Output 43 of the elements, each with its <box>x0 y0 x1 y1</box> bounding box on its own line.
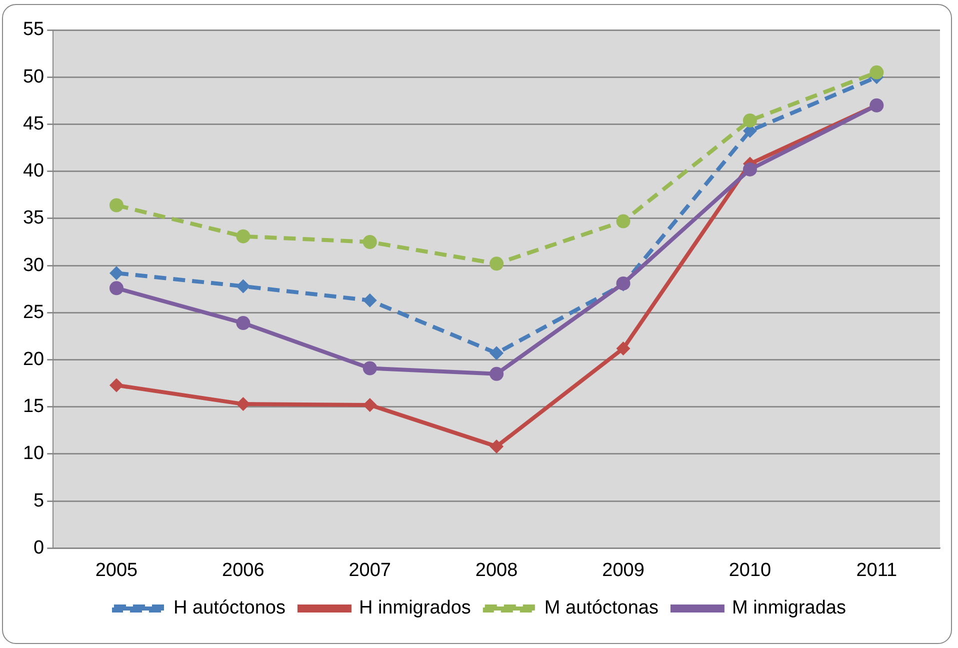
y-tick-label: 0 <box>34 537 44 558</box>
point <box>109 198 124 212</box>
point <box>109 266 124 280</box>
x-tick-label: 2011 <box>856 560 898 581</box>
point <box>362 234 377 249</box>
x-tick-label: 2009 <box>602 560 644 581</box>
y-tick-label: 20 <box>22 349 44 370</box>
y-tick-label: 25 <box>22 302 44 323</box>
point <box>236 397 250 412</box>
y-tick-label: 35 <box>22 208 44 229</box>
y-tick-label: 15 <box>22 396 44 418</box>
point <box>362 293 377 308</box>
point <box>109 378 124 392</box>
x-tick-label: 2007 <box>348 560 392 581</box>
point <box>490 346 504 360</box>
point <box>742 162 757 176</box>
legend-label: H inmigrados <box>358 598 471 619</box>
point <box>616 341 630 356</box>
x-tick-label: 2005 <box>95 560 138 581</box>
x-tick-label: 2008 <box>475 560 518 581</box>
y-tick-label: 50 <box>22 66 44 88</box>
point <box>236 316 250 330</box>
point <box>616 214 630 228</box>
point <box>109 281 124 296</box>
y-tick-label: 5 <box>34 490 44 512</box>
legend-label: H autóctonos <box>174 598 286 619</box>
y-tick-label: 55 <box>22 19 44 40</box>
y-tick-label: 45 <box>22 113 44 134</box>
y-tick-label: 30 <box>22 254 44 276</box>
point <box>490 256 504 271</box>
legend-label: M autóctonas <box>544 598 658 619</box>
y-tick-label: 40 <box>22 160 44 182</box>
point <box>236 279 250 294</box>
legend-label: M inmigradas <box>732 598 846 619</box>
x-tick-label: 2010 <box>728 560 772 581</box>
point <box>742 113 757 128</box>
point <box>362 361 377 376</box>
point <box>490 439 504 454</box>
x-tick-label: 2006 <box>222 560 264 581</box>
point <box>490 366 504 381</box>
y-tick-label: 10 <box>22 443 44 464</box>
point <box>870 65 884 80</box>
point <box>236 229 250 244</box>
